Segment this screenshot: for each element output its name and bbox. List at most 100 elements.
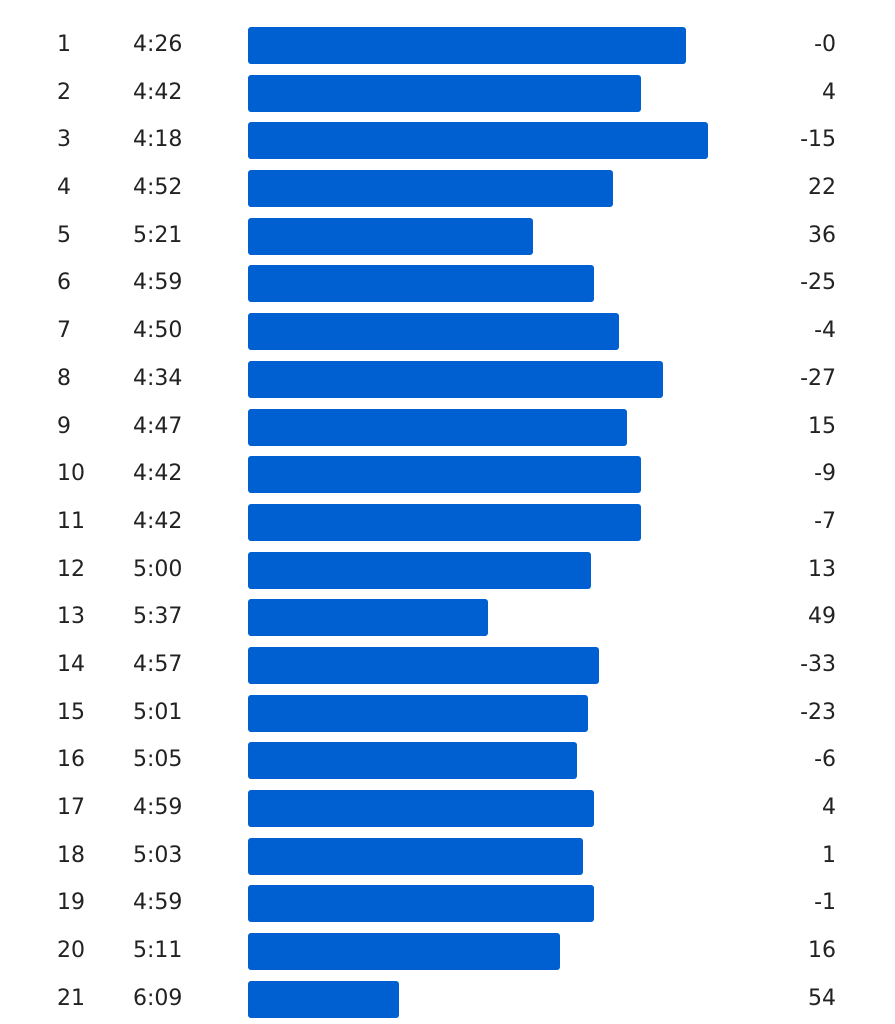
split-pace: 4:42	[133, 79, 183, 105]
split-row: 18 5:03 1	[0, 832, 895, 880]
pace-bar	[248, 503, 641, 541]
split-pace: 4:42	[133, 508, 183, 534]
split-number: 11	[57, 508, 85, 534]
split-row: 16 5:05 -6	[0, 736, 895, 784]
pace-bar	[248, 790, 594, 827]
pace-bar	[248, 217, 533, 255]
split-number: 7	[57, 318, 71, 344]
split-pace: 5:00	[133, 556, 183, 582]
split-row: 15 5:01 -23	[0, 689, 895, 737]
split-row: 1 4:26 -0	[0, 21, 895, 69]
split-pace: 4:59	[133, 795, 183, 820]
split-elevation: -23	[800, 699, 836, 725]
split-elevation: -33	[800, 651, 836, 677]
split-elevation: 54	[808, 985, 836, 1011]
split-row: 19 4:59 -1	[0, 879, 895, 927]
split-number: 15	[57, 699, 85, 725]
split-pace: 4:50	[133, 318, 183, 344]
split-row: 6 4:59 -25	[0, 259, 895, 307]
pace-bar	[248, 360, 663, 398]
pace-bar	[248, 694, 588, 732]
split-pace: 4:26	[133, 32, 183, 57]
split-row: 20 5:11 16	[0, 927, 895, 975]
split-row: 17 4:59 4	[0, 784, 895, 832]
split-number: 13	[57, 604, 85, 630]
split-pace: 5:01	[133, 699, 183, 725]
pace-bar	[248, 742, 577, 780]
split-row: 12 5:00 13	[0, 546, 895, 594]
split-elevation: 4	[822, 795, 836, 820]
split-pace: 5:21	[133, 222, 183, 248]
split-row: 3 4:18 -15	[0, 116, 895, 164]
split-row: 11 4:42 -7	[0, 498, 895, 546]
split-elevation: -27	[800, 365, 836, 391]
pace-bar	[248, 122, 708, 160]
split-elevation: 16	[808, 938, 836, 964]
split-pace: 4:18	[133, 127, 183, 153]
split-number: 17	[57, 795, 85, 820]
split-number: 9	[57, 413, 71, 439]
split-elevation: 22	[808, 175, 836, 201]
pace-bar	[248, 170, 613, 208]
split-elevation: 4	[822, 79, 836, 105]
split-elevation: 1	[822, 842, 836, 868]
split-row: 21 6:09 54	[0, 975, 895, 1023]
split-number: 21	[57, 985, 85, 1011]
split-pace: 5:05	[133, 747, 183, 773]
pace-bar	[248, 27, 686, 64]
split-pace: 4:59	[133, 270, 183, 296]
split-elevation: 36	[808, 222, 836, 248]
split-row: 10 4:42 -9	[0, 450, 895, 498]
split-elevation: -4	[814, 318, 836, 344]
split-row: 9 4:47 15	[0, 403, 895, 451]
split-number: 12	[57, 556, 85, 582]
split-row: 13 5:37 49	[0, 593, 895, 641]
split-elevation: -9	[814, 461, 836, 487]
pace-bar	[248, 837, 583, 875]
pace-bar	[248, 646, 599, 684]
split-row: 5 5:21 36	[0, 212, 895, 260]
pace-bar	[248, 551, 591, 589]
pace-bar	[248, 456, 641, 494]
split-row: 14 4:57 -33	[0, 641, 895, 689]
pace-bar	[248, 933, 560, 971]
split-number: 20	[57, 938, 85, 964]
split-number: 3	[57, 127, 71, 153]
split-pace: 4:52	[133, 175, 183, 201]
pace-bar	[248, 980, 399, 1018]
split-elevation: -6	[814, 747, 836, 773]
split-elevation: 13	[808, 556, 836, 582]
split-pace: 4:34	[133, 365, 183, 391]
pace-bar	[248, 74, 641, 112]
split-number: 14	[57, 651, 85, 677]
split-pace: 5:37	[133, 604, 183, 630]
pace-bar	[248, 408, 627, 446]
pace-bar	[248, 885, 594, 923]
split-pace: 4:42	[133, 461, 183, 487]
split-number: 2	[57, 79, 71, 105]
splits-list: 1 4:26 -0 2 4:42 4 3 4:18 -15 4 4:52 22 5 5:21 36 6 4:59…	[0, 21, 895, 1022]
split-number: 1	[57, 32, 71, 57]
split-elevation: -1	[814, 890, 836, 916]
split-row: 8 4:34 -27	[0, 355, 895, 403]
split-pace: 5:03	[133, 842, 183, 868]
split-number: 10	[57, 461, 85, 487]
split-elevation: 49	[808, 604, 836, 630]
split-pace: 4:57	[133, 651, 183, 677]
split-number: 8	[57, 365, 71, 391]
split-pace: 5:11	[133, 938, 183, 964]
pace-bar	[248, 313, 619, 351]
split-number: 16	[57, 747, 85, 773]
split-number: 19	[57, 890, 85, 916]
split-elevation: -25	[800, 270, 836, 296]
split-elevation: -0	[814, 32, 836, 57]
split-pace: 4:47	[133, 413, 183, 439]
split-number: 18	[57, 842, 85, 868]
pace-bar	[248, 599, 488, 637]
pace-bar	[248, 265, 594, 303]
split-elevation: -15	[800, 127, 836, 153]
split-row: 7 4:50 -4	[0, 307, 895, 355]
split-pace: 6:09	[133, 985, 183, 1011]
split-elevation: -7	[814, 508, 836, 534]
split-number: 5	[57, 222, 71, 248]
